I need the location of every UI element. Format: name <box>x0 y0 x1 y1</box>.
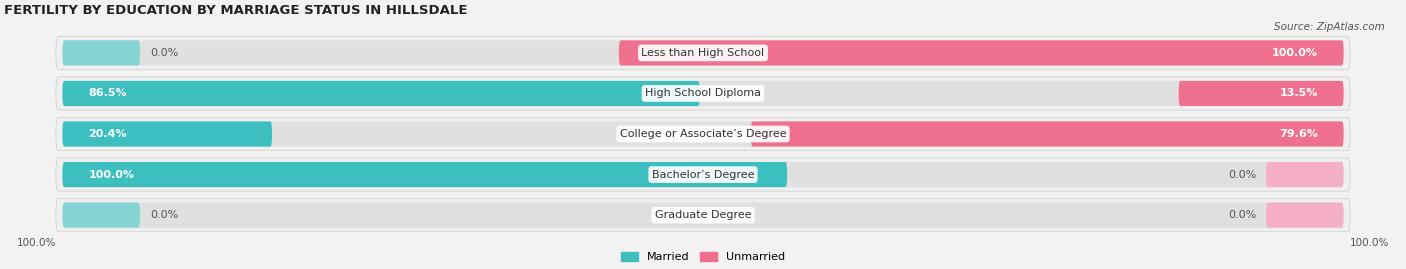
FancyBboxPatch shape <box>62 203 1344 228</box>
Legend: Married, Unmarried: Married, Unmarried <box>617 247 789 267</box>
Text: 0.0%: 0.0% <box>150 210 179 220</box>
FancyBboxPatch shape <box>56 199 1350 232</box>
FancyBboxPatch shape <box>62 40 1344 65</box>
FancyBboxPatch shape <box>62 121 1344 147</box>
FancyBboxPatch shape <box>62 203 141 228</box>
FancyBboxPatch shape <box>62 81 700 106</box>
Text: 0.0%: 0.0% <box>150 48 179 58</box>
FancyBboxPatch shape <box>62 162 1344 187</box>
Text: FERTILITY BY EDUCATION BY MARRIAGE STATUS IN HILLSDALE: FERTILITY BY EDUCATION BY MARRIAGE STATU… <box>4 4 468 17</box>
Text: College or Associate’s Degree: College or Associate’s Degree <box>620 129 786 139</box>
Text: Graduate Degree: Graduate Degree <box>655 210 751 220</box>
FancyBboxPatch shape <box>62 81 1344 106</box>
FancyBboxPatch shape <box>62 162 787 187</box>
Text: 0.0%: 0.0% <box>1227 169 1256 180</box>
FancyBboxPatch shape <box>1178 81 1344 106</box>
Text: High School Diploma: High School Diploma <box>645 89 761 98</box>
Text: Bachelor’s Degree: Bachelor’s Degree <box>652 169 754 180</box>
Text: Less than High School: Less than High School <box>641 48 765 58</box>
FancyBboxPatch shape <box>56 158 1350 191</box>
FancyBboxPatch shape <box>1265 203 1344 228</box>
Text: 86.5%: 86.5% <box>89 89 127 98</box>
FancyBboxPatch shape <box>619 40 1344 65</box>
FancyBboxPatch shape <box>56 117 1350 151</box>
Text: 100.0%: 100.0% <box>1271 48 1317 58</box>
FancyBboxPatch shape <box>62 121 271 147</box>
FancyBboxPatch shape <box>56 77 1350 110</box>
Text: 79.6%: 79.6% <box>1279 129 1317 139</box>
Text: 100.0%: 100.0% <box>17 238 56 248</box>
FancyBboxPatch shape <box>56 36 1350 70</box>
Text: 13.5%: 13.5% <box>1279 89 1317 98</box>
FancyBboxPatch shape <box>1265 162 1344 187</box>
FancyBboxPatch shape <box>751 121 1344 147</box>
Text: Source: ZipAtlas.com: Source: ZipAtlas.com <box>1274 22 1385 31</box>
Text: 100.0%: 100.0% <box>1350 238 1389 248</box>
Text: 100.0%: 100.0% <box>89 169 135 180</box>
Text: 0.0%: 0.0% <box>1227 210 1256 220</box>
Text: 20.4%: 20.4% <box>89 129 127 139</box>
FancyBboxPatch shape <box>62 40 141 65</box>
